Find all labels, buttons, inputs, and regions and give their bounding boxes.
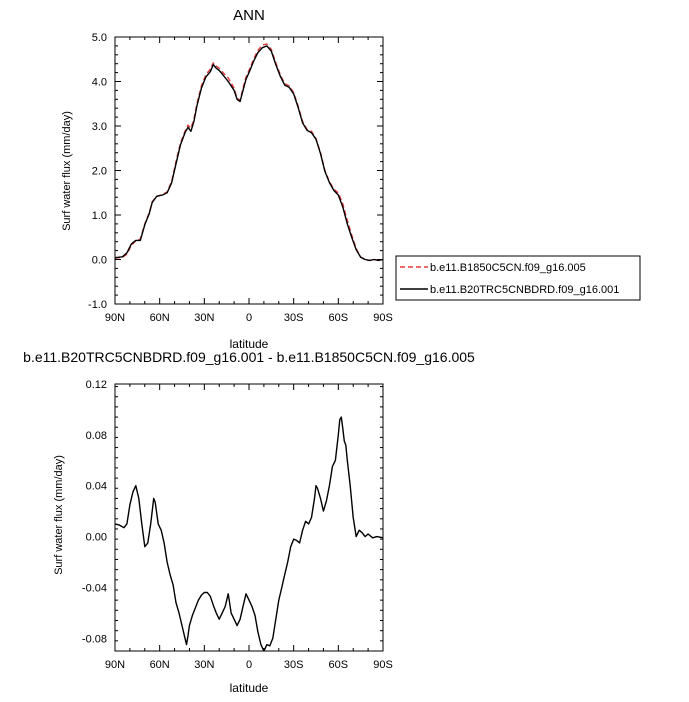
top-chart-y-tick-label: 3.0 xyxy=(92,121,107,133)
bottom-chart-x-tick-label: 0 xyxy=(246,659,252,671)
top-chart-y-tick-label: -1.0 xyxy=(88,299,107,311)
top-chart-y-tick-label: 1.0 xyxy=(92,210,107,222)
bottom-chart-plot-frame xyxy=(114,383,384,652)
bottom-chart-series-lines xyxy=(114,416,384,652)
legend-box xyxy=(395,255,641,301)
top-chart-x-tick-label: 90S xyxy=(373,312,393,324)
bottom-chart-title: b.e11.B20TRC5CNBDRD.f09_g16.001 - b.e11.… xyxy=(23,349,475,365)
top-chart-panel: ANN 90N 60N 30N 0 30S 60S 90S -1.0 0.0 1.0 2.0 3.0 4… xyxy=(61,7,393,351)
top-chart-x-tick-label: 30S xyxy=(284,312,304,324)
top-chart-legend: b.e11.B1850C5CN.f09_g16.005 b.e11.B20TRC… xyxy=(395,255,641,301)
bottom-chart-y-tick-label: -0.08 xyxy=(82,633,107,645)
top-chart-title: ANN xyxy=(233,7,265,24)
bottom-chart-y-tick-label: 0.04 xyxy=(86,481,107,493)
top-chart-plot-frame xyxy=(114,36,384,305)
bottom-chart-y-tick-label: 0.12 xyxy=(86,379,107,391)
bottom-chart-panel: b.e11.B20TRC5CNBDRD.f09_g16.001 - b.e11.… xyxy=(23,349,475,695)
bottom-chart-x-axis-label: latitude xyxy=(230,681,269,695)
top-chart-series-line-1 xyxy=(114,43,384,262)
bottom-chart-y-axis-label: Surf water flux (mm/day) xyxy=(53,455,65,575)
top-chart-y-tick-label: 4.0 xyxy=(92,77,107,89)
top-chart-y-tick-label: 0.0 xyxy=(92,255,107,267)
top-chart-x-tick-label: 60S xyxy=(329,312,349,324)
bottom-chart-ticks: 90N 60N 30N 0 30S 60S 90S -0.08 -0.04 0.00 0.04 0.0… xyxy=(82,379,393,671)
bottom-chart-x-tick-label: 30N xyxy=(194,659,214,671)
bottom-chart-y-tick-label: -0.04 xyxy=(82,582,107,594)
bottom-chart-y-tick-label: 0.08 xyxy=(86,430,107,442)
bottom-chart-series-line-1 xyxy=(114,416,384,652)
top-chart-y-tick-label: 5.0 xyxy=(92,32,107,44)
top-chart-x-tick-label: 60N xyxy=(150,312,170,324)
top-chart-y-axis-label: Surf water flux (mm/day) xyxy=(61,111,73,231)
top-chart-x-tick-label: 0 xyxy=(246,312,252,324)
top-chart-ticks: 90N 60N 30N 0 30S 60S 90S -1.0 0.0 1.0 2.0 3.0 4.0 5.… xyxy=(88,32,393,324)
top-chart-y-tick-label: 2.0 xyxy=(92,166,107,178)
top-chart-x-tick-label: 90N xyxy=(105,312,125,324)
bottom-chart-x-tick-label: 60S xyxy=(329,659,349,671)
bottom-chart-x-tick-label: 90N xyxy=(105,659,125,671)
top-chart-x-tick-label: 30N xyxy=(194,312,214,324)
top-chart-series-lines xyxy=(114,43,384,262)
bottom-chart-x-tick-label: 90S xyxy=(373,659,393,671)
legend-entry-series-2: b.e11.B20TRC5CNBDRD.f09_g16.001 xyxy=(430,284,619,296)
bottom-chart-y-tick-label: 0.00 xyxy=(86,532,107,544)
bottom-chart-x-tick-label: 30S xyxy=(284,659,304,671)
legend-entry-series-1: b.e11.B1850C5CN.f09_g16.005 xyxy=(430,262,586,274)
top-chart-x-axis-label: latitude xyxy=(230,337,269,351)
top-chart-series-line-2 xyxy=(114,45,384,262)
bottom-chart-x-tick-label: 60N xyxy=(150,659,170,671)
